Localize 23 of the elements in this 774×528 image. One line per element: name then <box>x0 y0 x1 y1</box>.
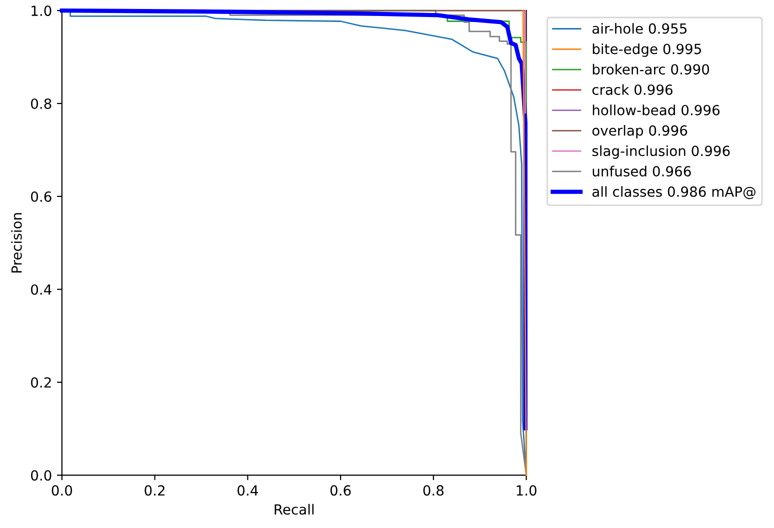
y-tick-label: 1.0 <box>32 6 52 16</box>
legend-label: overlap 0.996 <box>592 124 688 138</box>
y-tick-label: 0.2 <box>31 377 51 388</box>
y-tick-label: 0.8 <box>31 98 52 109</box>
y-tick-label: 0.4 <box>31 284 52 295</box>
legend-label: broken-arc 0.990 <box>592 64 710 75</box>
legend-label: bite-edge 0.995 <box>592 43 702 57</box>
x-tick-label: 1.0 <box>516 485 536 496</box>
legend-label: unfused 0.966 <box>592 166 691 177</box>
x-tick-label: 0.6 <box>330 485 351 496</box>
legend-label: hollow-bead 0.996 <box>592 104 720 116</box>
x-tick-label: 0.2 <box>144 485 164 496</box>
y-tick-label: 0.0 <box>31 470 52 481</box>
legend-label: crack 0.996 <box>592 84 672 95</box>
legend-label: air-hole 0.955 <box>592 23 687 34</box>
legend-label: all classes 0.986 mAP@ <box>592 186 756 200</box>
y-axis-title: Precision <box>11 213 22 272</box>
x-axis-title: Recall <box>274 504 314 515</box>
x-tick-label: 0.8 <box>423 485 444 496</box>
legend-label: slag-inclusion 0.996 <box>592 145 730 159</box>
y-tick-label: 0.6 <box>31 191 52 202</box>
x-tick-label: 0.0 <box>52 485 72 496</box>
x-tick-label: 0.4 <box>238 485 258 496</box>
